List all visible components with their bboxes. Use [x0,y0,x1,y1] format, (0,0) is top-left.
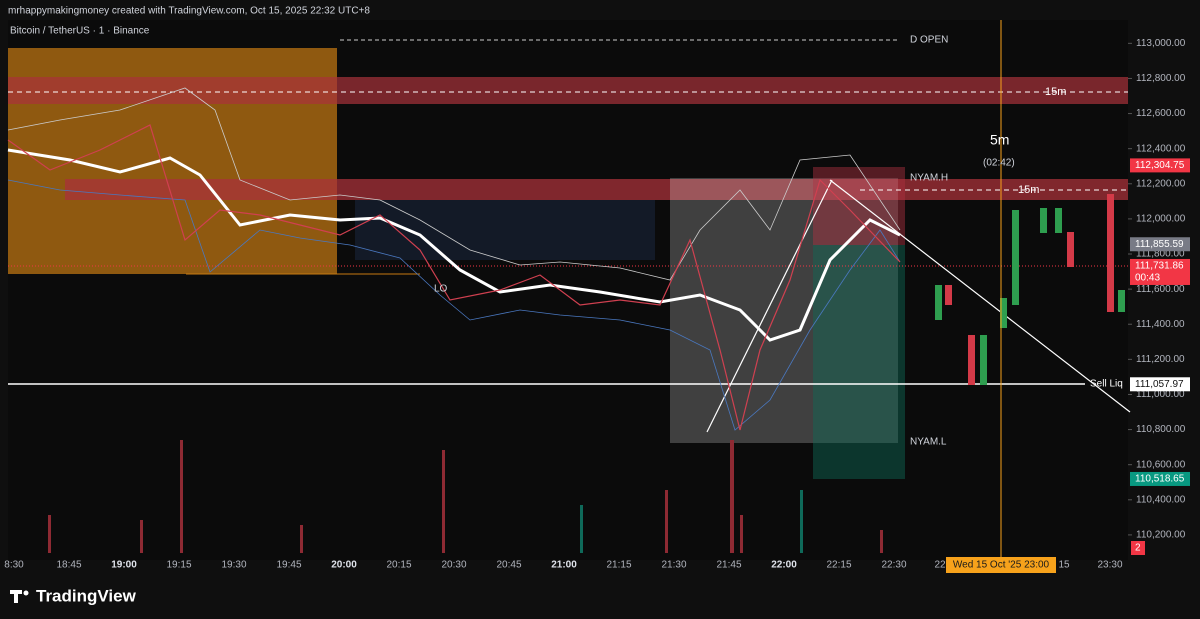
symbol: Bitcoin / TetherUS · 1 · Binance [10,26,150,37]
time-label: 21:45 [716,560,741,571]
time-label: 19:30 [221,560,246,571]
lower-band [7,179,901,431]
time-label: 23:30 [1097,560,1122,571]
countdown: 00:43 [1135,273,1160,284]
footer-logo: TradingView [10,586,137,605]
annotation: NYAM.L [910,437,947,448]
price-label: 112,000.00 [1136,214,1186,225]
time-label: 22:00 [771,560,797,571]
time-label: 20:15 [386,560,411,571]
time-label: 18:45 [56,560,81,571]
credit: mrhappymakingmoney created with TradingV… [8,6,370,17]
price-label: 110,600.00 [1136,459,1186,470]
annotation: (02:42) [983,158,1015,169]
price-label: 112,200.00 [1136,178,1186,189]
risk-box [813,167,905,245]
supply-zone [8,77,1128,104]
time-label: 19:45 [276,560,301,571]
price-axis: 113,000.00 112,800.00 112,600.00 112,400.00… [1128,38,1190,555]
price-label: 111,600.00 [1136,284,1185,295]
annotation: LO [434,284,448,295]
volume-tag: 2 [1135,543,1141,554]
price-label: 111,400.00 [1136,319,1185,330]
band-fill [355,200,655,260]
price-tag [1130,258,1190,285]
time-label: 20:00 [331,560,357,571]
volume [48,440,883,553]
price-tag [1130,237,1190,252]
time-label: 22 [934,560,946,571]
price-label: 110,800.00 [1136,424,1186,435]
brand: TradingView [36,586,137,605]
price-tag-label: 111,731.86 [1135,261,1184,272]
price-label: 111,200.00 [1136,354,1185,365]
price-tag-label: 112,304.75 [1135,160,1185,171]
time-label: 21:00 [551,560,577,571]
time-label: 21:15 [606,560,631,571]
price-label: 111,800.00 [1136,249,1185,260]
annotation: NYAM.H [910,173,948,184]
time-label: 15 [1058,560,1070,571]
time-label: 19:15 [166,560,191,571]
price-label: 113,000.00 [1136,38,1186,49]
time-label: 21:30 [661,560,686,571]
time-label: 19:00 [111,560,137,571]
price-label: 112,800.00 [1136,73,1186,84]
time-axis: 22 Wed 15 Oct '25 23:00 15 23:30 8:30 18:… [4,557,1123,573]
price-path [7,124,901,431]
annotation: 15m [1045,86,1066,98]
cursor-label: Wed 15 Oct '25 23:00 [953,560,1050,571]
moving-average [7,148,901,342]
annotation: D OPEN [910,35,948,46]
trend-line [829,179,1131,413]
annotation: 15m [1018,184,1039,196]
annotation: 5m [990,132,1009,148]
time-label: 8:30 [4,560,24,571]
price-tag-label: 110,518.65 [1135,474,1185,485]
price-label: 112,400.00 [1136,143,1186,154]
price-label: 111,000.00 [1136,389,1185,400]
late-candles [935,194,1125,385]
price-tag-label: 111,855.59 [1135,239,1184,250]
price-label: 112,600.00 [1136,108,1186,119]
price-label: 110,400.00 [1136,494,1186,505]
trend-line [706,179,833,433]
upper-band [7,87,901,281]
time-label: 22:30 [881,560,906,571]
annotation: Sell Liq [1090,379,1123,390]
price-tag-label: 111,057.97 [1135,379,1184,390]
time-label: 20:30 [441,560,466,571]
time-label: 22:15 [826,560,851,571]
target-box [813,245,905,479]
price-tag [1130,377,1190,392]
price-tag [1130,158,1190,173]
price-tag [1130,471,1190,486]
price-label: 110,200.00 [1136,530,1186,541]
time-label: 20:45 [496,560,521,571]
cursor-label-bg [946,557,1056,573]
volume-tag-bg [1131,541,1145,555]
supply-zone [65,179,1128,200]
